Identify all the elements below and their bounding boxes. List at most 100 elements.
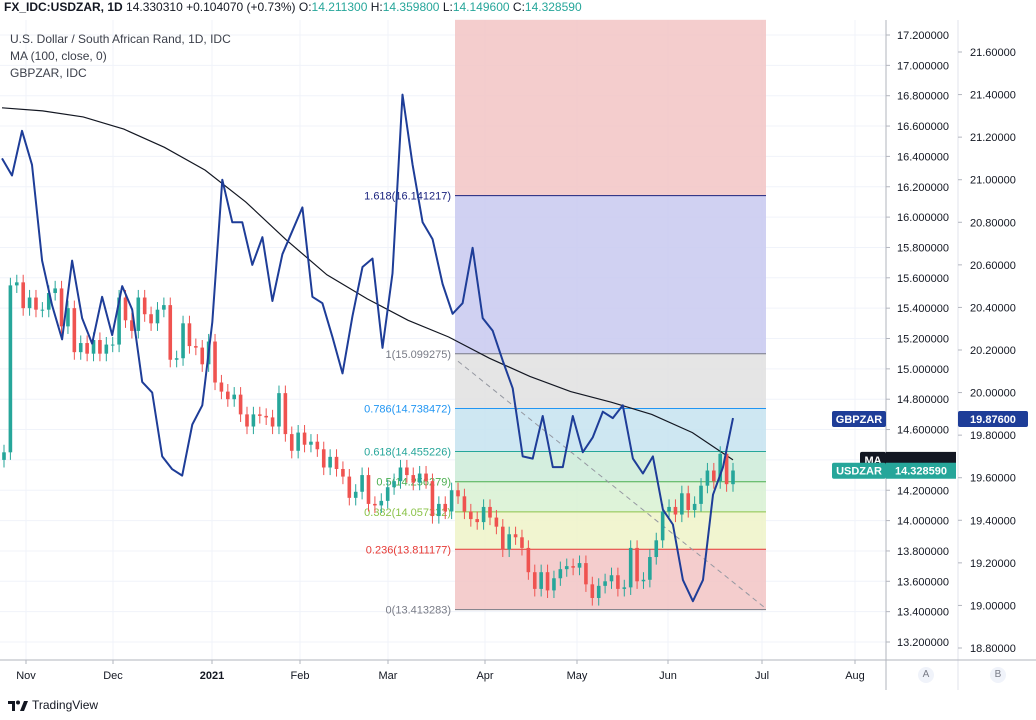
time-axis-label: Apr [476, 670, 493, 682]
auto-scale-button[interactable]: A [918, 667, 934, 683]
candle-body [321, 449, 326, 468]
left-axis-tick-label: 15.400000 [897, 303, 949, 315]
fib-level-label: 0.236(13.811177) [366, 544, 451, 556]
candle-body [181, 323, 185, 359]
candle-body [584, 563, 588, 585]
candle-body [405, 467, 409, 476]
candle-body [577, 563, 582, 568]
time-axis-label: Dec [103, 670, 123, 682]
left-axis-tick-label: 16.400000 [897, 151, 949, 163]
candle-body [72, 308, 77, 353]
candle-body [392, 481, 396, 488]
candle-body [667, 506, 671, 512]
candle-body [558, 569, 563, 579]
gbpzar-price-bg [958, 410, 1028, 427]
candle-body [564, 566, 569, 570]
candle-body [699, 485, 703, 504]
candle-body [469, 511, 473, 520]
low-value: 14.149600 [452, 0, 510, 14]
right-axis-tick-label: 21.00000 [970, 175, 1016, 187]
time-axis-label: 2021 [200, 670, 224, 682]
candle-body [692, 503, 697, 510]
gbpzar-tag-name: GBPZAR [836, 414, 883, 426]
candle-body [117, 297, 121, 345]
candle-body [686, 493, 691, 510]
candle-body [724, 453, 729, 485]
time-axis-label: Aug [845, 670, 865, 682]
left-axis-tick-label: 16.200000 [897, 182, 949, 194]
right-axis-tick-label: 20.20000 [970, 345, 1016, 357]
candle-body [712, 470, 716, 482]
candle-body [475, 519, 480, 523]
fib-zone [455, 481, 766, 512]
candle-body [136, 297, 141, 331]
time-axis-label: Jul [755, 670, 769, 682]
candle-body [46, 292, 51, 310]
gbpzar-series-line [1, 93, 734, 603]
footer-brand[interactable]: TradingView [8, 698, 98, 712]
left-axis-tick-label: 14.200000 [897, 485, 949, 497]
usdzar-price-bg [886, 462, 956, 479]
symbol-header: FX_IDC:USDZAR, 1D 14.330310 +0.104070 (+… [4, 0, 582, 14]
candle-body [622, 587, 627, 589]
time-axis-label: Jun [659, 670, 677, 682]
left-axis-tick-label: 14.000000 [897, 516, 949, 528]
candle-body [78, 343, 83, 353]
right-axis-tick-label: 20.00000 [970, 388, 1016, 400]
left-axis-tick-label: 15.000000 [897, 364, 949, 376]
candle-body [98, 340, 102, 354]
candle-body [635, 547, 639, 582]
legend-main-series[interactable]: U.S. Dollar / South African Rand, 1D, ID… [10, 32, 231, 46]
right-axis-tick-label: 21.40000 [970, 90, 1016, 102]
left-axis-tick-label: 13.800000 [897, 546, 949, 558]
candle-body [149, 314, 153, 324]
fib-zone [455, 511, 766, 550]
candle-body [616, 575, 620, 589]
candle-body [277, 393, 281, 427]
candle-body [456, 490, 460, 497]
last-price: 14.330310 [126, 0, 183, 14]
dashed-trendline [457, 360, 767, 610]
candle-body [603, 581, 607, 586]
candle-body [449, 490, 454, 512]
close-value: 14.328590 [524, 0, 582, 14]
candle-body [283, 393, 288, 435]
right-axis-tick-label: 21.60000 [970, 47, 1016, 59]
candle-body [590, 584, 595, 598]
usdzar-price-value: 14.328590 [895, 466, 947, 478]
fib-retracement: 0(13.413283) 0.236(13.811177) 0.382(14.057… [364, 19, 766, 617]
candle-body [353, 491, 358, 498]
candle-body [289, 434, 294, 451]
candle-body [705, 470, 710, 486]
candle-body [488, 506, 492, 518]
candle-body [66, 308, 70, 327]
candle-body [142, 297, 147, 315]
left-axis-tick-label: 15.800000 [897, 242, 949, 254]
candle-body [27, 297, 32, 309]
candle-body [309, 441, 313, 445]
left-axis-tick-label: 13.200000 [897, 637, 949, 649]
legend-ma[interactable]: MA (100, close, 0) [10, 49, 107, 63]
candle-body [130, 320, 134, 331]
candle-body [238, 394, 243, 415]
candle-body [526, 547, 531, 573]
left-axis-tick-label: 16.600000 [897, 121, 949, 133]
left-axis-tick-label: 13.600000 [897, 576, 949, 588]
scale-b-button[interactable]: B [990, 667, 1006, 683]
candle-body [2, 452, 6, 460]
right-axis-tick-label: 18.80000 [970, 643, 1016, 655]
candle-body [14, 282, 19, 286]
legend-gbpzar[interactable]: GBPZAR, IDC [10, 66, 87, 80]
candle-body [302, 432, 307, 445]
left-axis-tick-label: 15.200000 [897, 334, 949, 346]
brand-name: TradingView [32, 698, 99, 712]
right-axis-tick-label: 20.40000 [970, 302, 1016, 314]
ma-100-line [1, 107, 734, 461]
candle-body [213, 341, 217, 383]
candle-body [21, 282, 25, 309]
symbol-name[interactable]: FX_IDC:USDZAR, 1D [4, 0, 123, 14]
fib-level-label: 1.618(16.141217) [364, 191, 451, 203]
candle-body [660, 511, 665, 541]
left-axis-tick-label: 13.400000 [897, 607, 949, 619]
